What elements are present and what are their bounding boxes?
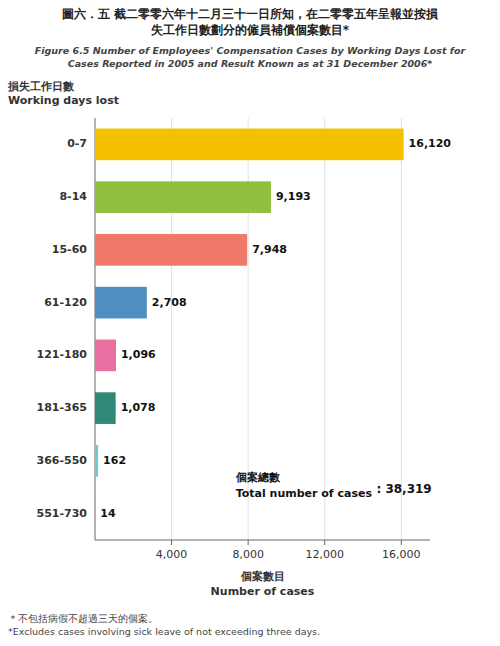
- text-line: *Excludes cases involving sick leave of …: [8, 626, 320, 637]
- bars: [95, 129, 404, 530]
- data-label: 14: [100, 507, 116, 520]
- text-line: Working days lost: [8, 94, 119, 107]
- tick-mark: [401, 540, 402, 545]
- grid-line: [401, 118, 402, 540]
- category-label: 551-730: [37, 507, 88, 520]
- category-label: 15-60: [52, 243, 88, 256]
- tick-mark: [248, 540, 249, 545]
- footnote: ＊不包括病假不超過三天的個案。 *Excludes cases involving…: [8, 613, 320, 637]
- text-line: ＊不包括病假不超過三天的個案。: [8, 613, 158, 624]
- tick-label: 8,000: [232, 548, 264, 561]
- text-line: Total number of cases: [236, 487, 373, 500]
- x-axis-line: [95, 540, 430, 541]
- text-line: 失工作日數劃分的僱員補償個案數目*: [151, 23, 350, 37]
- chart: 圖六．五 截二零零六年十二月三十一日所知，在二零零五年呈報並按損失工作日數劃分的…: [0, 0, 500, 646]
- bar: [95, 181, 271, 213]
- tick-label: 4,000: [156, 548, 188, 561]
- y-axis-label: 損失工作日數Working days lost: [7, 80, 119, 107]
- text-line: 損失工作日數: [7, 80, 75, 93]
- grid-line: [324, 118, 325, 540]
- subtitle: Figure 6.5 Number of Employees' Compensa…: [35, 45, 467, 69]
- bar: [95, 445, 98, 477]
- category-label: 366-550: [37, 454, 88, 467]
- data-label: 1,078: [121, 401, 156, 414]
- x-axis-label: 個案數目 Number of cases: [211, 570, 315, 598]
- tick-label: 16,000: [382, 548, 421, 561]
- data-label: 2,708: [152, 296, 187, 309]
- data-label: 1,096: [121, 348, 156, 361]
- bar: [95, 287, 147, 319]
- bar: [95, 340, 116, 372]
- bar: [95, 498, 96, 530]
- data-label: 16,120: [409, 137, 452, 150]
- text-line: Number of cases: [211, 585, 315, 598]
- category-label: 0-7: [67, 137, 87, 150]
- category-label: 181-365: [37, 401, 88, 414]
- category-label: 8-14: [59, 190, 87, 203]
- data-label: 162: [103, 454, 126, 467]
- text-line: 個案總數: [235, 471, 281, 484]
- text-line: Figure 6.5 Number of Employees' Compensa…: [35, 45, 467, 56]
- category-label: 121-180: [37, 348, 88, 361]
- tick-label: 12,000: [305, 548, 344, 561]
- text-line: 圖六．五 截二零零六年十二月三十一日所知，在二零零五年呈報並按損: [62, 7, 438, 21]
- title: 圖六．五 截二零零六年十二月三十一日所知，在二零零五年呈報並按損失工作日數劃分的…: [62, 7, 438, 37]
- text-line: Cases Reported in 2005 and Result Known …: [68, 58, 433, 69]
- annotation: : 38,319: [376, 482, 431, 496]
- bar: [95, 129, 404, 161]
- text-line: 個案數目: [240, 570, 285, 583]
- bar: [95, 234, 247, 266]
- tick-mark: [324, 540, 325, 545]
- annotation: 個案總數 Total number of cases: [235, 471, 373, 500]
- bar: [95, 392, 116, 424]
- tick-mark: [171, 540, 172, 545]
- category-label: 61-120: [44, 296, 87, 309]
- data-label: 7,948: [252, 243, 287, 256]
- data-label: 9,193: [276, 190, 311, 203]
